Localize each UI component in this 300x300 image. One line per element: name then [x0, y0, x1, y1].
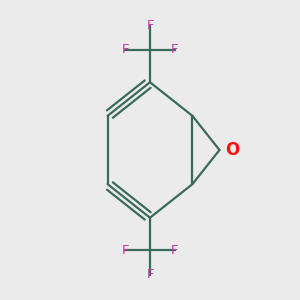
Text: F: F [146, 19, 154, 32]
Text: F: F [122, 244, 129, 256]
Text: F: F [171, 44, 178, 56]
Text: F: F [146, 268, 154, 281]
Text: O: O [225, 141, 240, 159]
Text: F: F [171, 244, 178, 256]
Text: F: F [122, 44, 129, 56]
